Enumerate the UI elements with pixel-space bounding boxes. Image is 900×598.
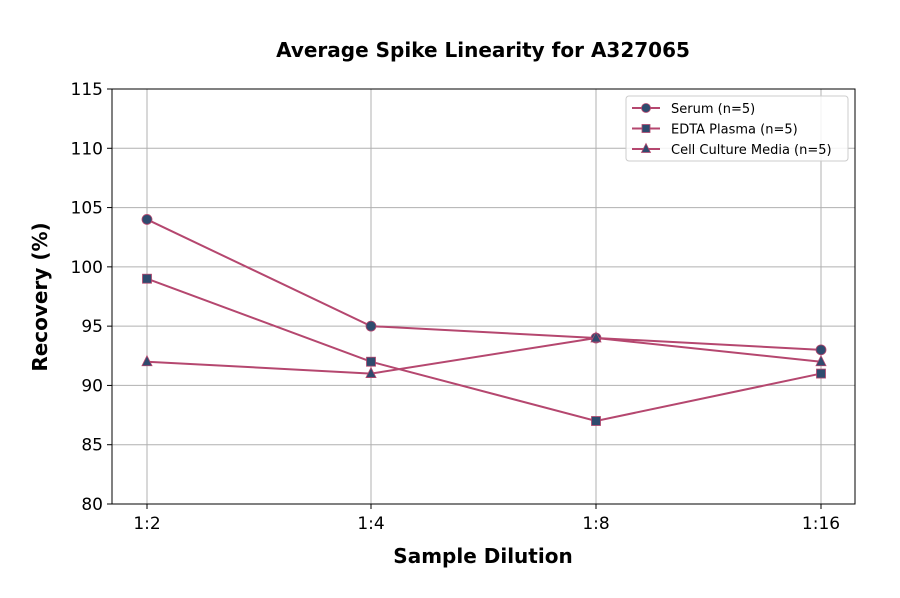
legend-label: Cell Culture Media (n=5) [671,143,832,158]
y-tick-label: 95 [81,317,103,337]
data-point [815,344,827,356]
data-point [142,273,152,284]
y-tick-label: 100 [71,258,103,278]
data-point [591,416,601,426]
legend-marker [641,103,651,113]
y-tick-label: 90 [81,376,103,396]
data-point [141,214,153,225]
data-point [365,320,377,332]
x-axis-label: Sample Dilution [393,544,572,568]
legend-marker [640,142,652,153]
legend-marker [641,124,651,133]
data-point [815,354,827,367]
data-point [365,366,377,378]
legend: Serum (n=5) EDTA Plasma (n=5) Cell Culture… [625,95,849,162]
y-tick-label: 115 [71,80,103,100]
y-tick-label: 110 [71,139,103,159]
legend-label: Serum (n=5) [671,102,755,117]
data-point [816,368,826,379]
legend-box [625,95,849,162]
data-point [366,356,376,367]
series-group [141,214,827,426]
plot-frame [111,88,856,505]
x-tick-label: 1:2 [133,514,160,534]
data-point [141,354,153,367]
x-tick-label: 1:4 [357,514,384,534]
data-point [590,331,602,343]
axes: 80 85 90 95 100 105 110 115 1:2 1:4 1:8 1:16 [71,80,856,534]
series-line [146,277,822,423]
y-tick-label: 105 [71,199,103,219]
x-tick-label: 1:8 [582,514,609,534]
series-line [146,336,822,375]
y-axis-label: Recovery (%) [28,222,52,371]
x-tick-label: 1:16 [802,514,840,534]
y-tick-label: 80 [81,495,103,515]
series-line [146,218,822,351]
chart-title: Average Spike Linearity for A327065 [276,38,690,62]
legend-label: EDTA Plasma (n=5) [671,123,798,138]
y-tick-label: 85 [81,436,103,456]
